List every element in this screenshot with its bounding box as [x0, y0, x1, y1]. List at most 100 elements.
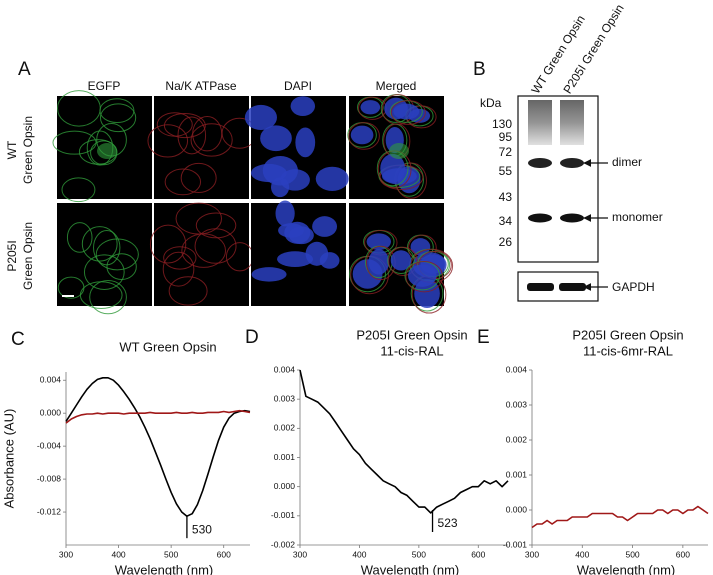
nucleus [290, 96, 316, 116]
x-tick-label: 400 [111, 549, 125, 559]
blot-band [560, 158, 584, 168]
y-tick-label: 0.002 [506, 434, 528, 444]
cells [251, 200, 340, 282]
nucleus [277, 251, 314, 267]
chart-subtitle: 11-cis-6mr-RAL [583, 343, 673, 358]
column-header: EGFP [88, 79, 121, 93]
nucleus [360, 100, 381, 115]
cell-membrane [177, 116, 207, 155]
nucleus [407, 264, 437, 287]
cell-membrane [163, 113, 206, 139]
cells [52, 90, 137, 203]
cell-signal [97, 143, 117, 159]
cell-membrane [348, 122, 380, 150]
cells [347, 94, 437, 199]
blot-smear [528, 100, 552, 145]
cell-membrane [195, 212, 237, 239]
nucleus [380, 153, 406, 183]
nucleus [315, 166, 349, 191]
x-tick-label: 300 [59, 549, 73, 559]
y-tick-label: 0.004 [506, 364, 528, 374]
x-tick-label: 500 [412, 549, 426, 559]
row-label: WT [5, 140, 19, 159]
y-tick-label: 0.001 [506, 469, 528, 479]
y-tick-label: -0.004 [37, 440, 61, 450]
nucleus [275, 200, 295, 227]
marker-label: 26 [499, 235, 513, 249]
y-tick-label: -0.002 [271, 539, 295, 549]
cell-membrane [164, 168, 202, 196]
y-tick-label: 0.003 [274, 393, 296, 403]
nucleus [244, 104, 277, 131]
x-tick-label: 600 [676, 549, 690, 559]
band-label: GAPDH [612, 280, 655, 294]
row-label: P205I [5, 240, 19, 271]
y-tick-label: 0.000 [274, 481, 296, 491]
blot-band [559, 283, 586, 291]
cell-membrane [194, 228, 237, 264]
cell-membrane [350, 255, 389, 295]
y-tick-label: 0.000 [506, 504, 528, 514]
x-axis-title: Wavelength (nm) [361, 562, 460, 575]
cell-membrane [180, 162, 217, 193]
marker-label: 55 [499, 164, 513, 178]
nucleus [250, 163, 287, 183]
marker-label: 72 [499, 145, 513, 159]
spectrum-line [65, 409, 251, 424]
column-header: Merged [376, 79, 417, 93]
nucleus [366, 233, 392, 250]
row-label: Green Opsin [21, 222, 35, 290]
cell-membrane [405, 260, 444, 293]
cell-membrane [95, 238, 139, 271]
spectrum-line [299, 369, 509, 514]
annotation-label: 530 [192, 522, 212, 536]
marker-label: 130 [492, 117, 512, 131]
nucleus [410, 238, 431, 256]
x-tick-label: 300 [525, 549, 539, 559]
nucleus [260, 125, 292, 152]
chart-title: P205I Green Opsin [356, 327, 467, 342]
y-axis-title: Absorbance (AU) [1, 409, 16, 509]
y-tick-label: 0.003 [506, 399, 528, 409]
lane-label: P205I Green Opsin [560, 2, 626, 97]
x-axis-title: Wavelength (nm) [115, 562, 214, 575]
cell-membrane [163, 246, 197, 270]
x-axis-title: Wavelength (nm) [577, 562, 676, 575]
blot-smear [560, 100, 584, 145]
panel-letter: A [18, 59, 31, 80]
annotation-label: 523 [438, 516, 458, 530]
marker-label: 43 [499, 190, 513, 204]
cells [149, 202, 254, 306]
y-tick-label: 0.000 [40, 407, 62, 417]
blot-band [528, 158, 552, 168]
cell-membrane [168, 276, 208, 306]
chart: C WT Green Opsin Absorbance (AU) Wavelength… [1, 329, 251, 575]
nucleus [295, 127, 316, 158]
cell-membrane [149, 224, 187, 264]
marker-label: 34 [499, 214, 513, 228]
spectrum-line [65, 377, 251, 517]
y-tick-label: 0.004 [274, 364, 296, 374]
x-tick-label: 400 [575, 549, 589, 559]
cell-membrane [93, 229, 121, 266]
y-tick-label: 0.004 [40, 374, 62, 384]
panel-letter: D [245, 327, 259, 348]
cell-membrane [89, 279, 127, 315]
micrograph-grid [52, 90, 454, 315]
band-label: monomer [612, 210, 663, 224]
blot-band [527, 283, 554, 291]
nucleus [350, 125, 374, 145]
chart-title: P205I Green Opsin [572, 327, 683, 342]
cell-membrane [66, 222, 93, 253]
cell-membrane [106, 253, 137, 280]
cell-signal [389, 143, 409, 159]
x-tick-label: 500 [164, 549, 178, 559]
blot-band [528, 213, 552, 223]
spectrum-line [531, 505, 709, 529]
x-tick-label: 400 [352, 549, 366, 559]
y-tick-label: -0.008 [37, 473, 61, 483]
x-tick-label: 600 [217, 549, 231, 559]
